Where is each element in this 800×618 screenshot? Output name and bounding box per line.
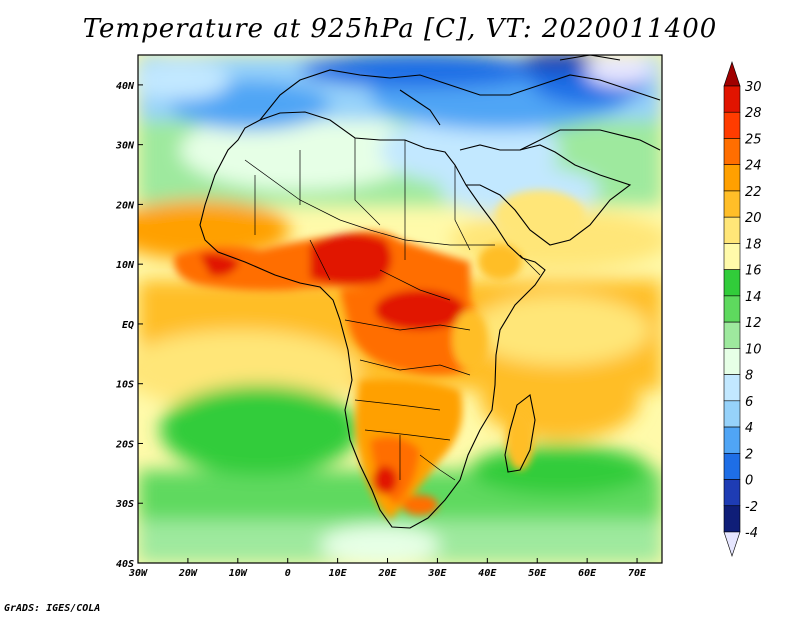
colorbar-swatch <box>723 111 741 139</box>
colorbar-swatch <box>723 85 741 113</box>
colorbar-swatch <box>723 269 741 297</box>
colorbar-swatch <box>723 138 741 166</box>
colorbar-swatch <box>723 400 741 428</box>
colorbar-level-label: 0 <box>745 474 753 489</box>
colorbar-level-label: 10 <box>745 342 762 357</box>
colorbar-swatch <box>723 321 741 349</box>
colorbar-swatch <box>723 164 741 192</box>
map-frame <box>137 54 663 564</box>
colorbar-swatch <box>723 295 741 323</box>
colorbar-swatch <box>723 531 741 557</box>
colorbar-level-label: 16 <box>745 264 762 279</box>
lat-tick-label: 40N <box>116 81 135 92</box>
colorbar-level-label: 28 <box>745 106 762 121</box>
lon-tick-label: 60E <box>578 568 597 579</box>
lon-tick-label: 50E <box>528 568 547 579</box>
lon-tick-label: 30E <box>427 568 447 579</box>
colorbar-swatch <box>723 61 741 87</box>
lon-tick-label: 0 <box>285 568 291 579</box>
lon-tick-label: 10E <box>329 568 348 579</box>
chart-title: Temperature at 925hPa [C], VT: 202001140… <box>82 14 718 44</box>
lat-tick-label: 20S <box>115 439 134 450</box>
colorbar-level-label: 12 <box>745 316 762 331</box>
colorbar-swatch <box>723 426 741 454</box>
colorbar-level-label: 30 <box>745 80 762 95</box>
colorbar-swatch <box>723 452 741 480</box>
lat-tick-label: 10S <box>116 380 134 391</box>
colorbar-swatch <box>723 348 741 375</box>
colorbar-level-label: 6 <box>745 395 753 410</box>
colorbar-swatch <box>723 479 741 507</box>
lon-tick-label: 20W <box>178 568 198 579</box>
colorbar-swatch <box>723 190 741 218</box>
colorbar-swatch <box>723 505 741 533</box>
lon-tick-label: 40E <box>478 568 497 579</box>
colorbar-level-label: 22 <box>745 185 762 200</box>
lat-tick-label: 30S <box>115 499 134 510</box>
coastlines <box>199 55 661 529</box>
colorbar-swatch <box>723 216 741 244</box>
lon-tick-label: 30W <box>128 568 148 579</box>
lat-tick-label: 20N <box>115 200 135 211</box>
colorbar-level-label: 25 <box>745 132 762 147</box>
colorbar-level-label: 20 <box>745 211 762 226</box>
colorbar-level-label: 14 <box>745 290 762 305</box>
colorbar-level-label: -2 <box>745 500 758 515</box>
credit-text: GrADS: IGES/COLA <box>4 603 101 614</box>
country-borders <box>244 138 541 481</box>
lat-tick-label: 40S <box>116 559 134 570</box>
colorbar-level-label: 2 <box>745 447 753 462</box>
lon-tick-label: 70E <box>628 568 647 579</box>
temperature-field <box>138 55 662 563</box>
colorbar-level-label: 24 <box>745 159 762 174</box>
colorbar-level-label: 18 <box>745 237 762 252</box>
colorbar-level-label: 4 <box>745 421 753 436</box>
colorbar-swatch <box>723 374 741 402</box>
lon-tick-label: 10W <box>229 568 248 579</box>
colorbar-level-label: -4 <box>745 526 758 541</box>
axis-ticks: 30W 20W 10W 0 10E 20E 30E 40E 50E 60E 70E 40N 30N 20N… <box>115 81 647 579</box>
lon-tick-label: 20E <box>377 568 397 579</box>
colorbar-swatch <box>723 243 741 270</box>
lat-tick-label: EQ <box>122 320 134 331</box>
colorbar-level-label: 8 <box>745 369 753 384</box>
lat-tick-label: 10N <box>116 260 135 271</box>
lat-tick-label: 30N <box>115 141 135 152</box>
